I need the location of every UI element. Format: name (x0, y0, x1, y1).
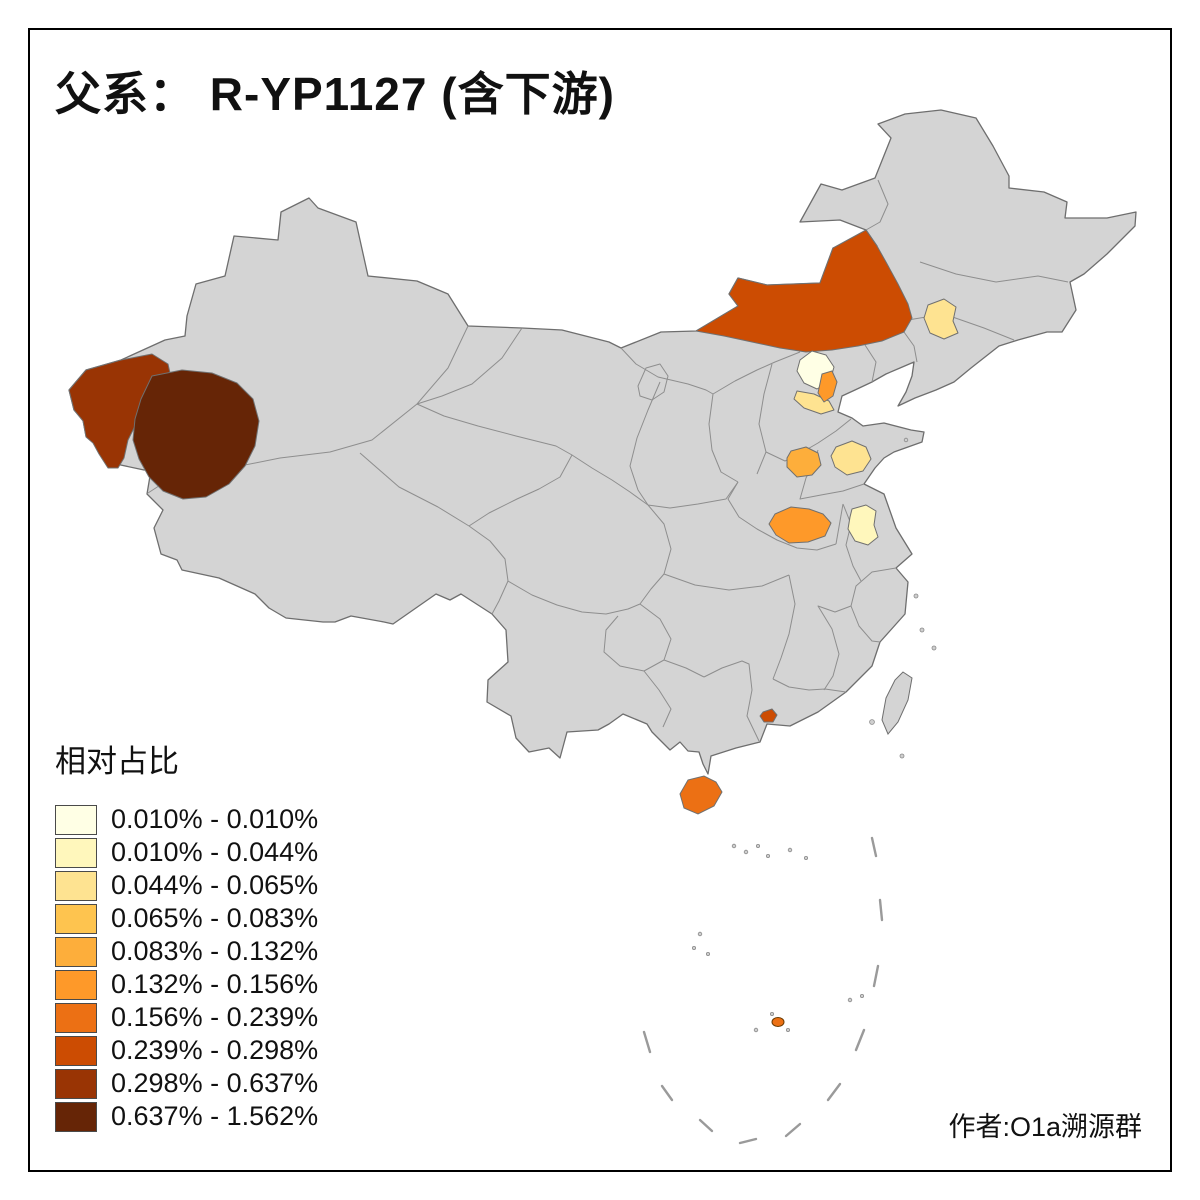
region-henan-north (786, 446, 822, 478)
legend-label: 0.044% - 0.065% (111, 870, 319, 900)
region-xinjiang-kashgar (68, 353, 173, 469)
legend-label: 0.065% - 0.083% (111, 903, 319, 933)
legend-swatch (55, 837, 97, 868)
credit-text: 作者:O1a溯源群 (948, 1112, 1142, 1142)
legend-item: 0.044% - 0.065% (55, 869, 318, 902)
region-inner-mongolia (695, 229, 913, 353)
legend-label: 0.637% - 1.562% (111, 1101, 319, 1131)
legend-rows: 0.010% - 0.010% 0.010% - 0.044% 0.044% -… (55, 803, 318, 1133)
legend-label: 0.010% - 0.010% (111, 804, 319, 834)
region-hainan (679, 775, 723, 815)
region-hebei-central (793, 390, 835, 415)
map-title: 父系： R-YP1127 (含下游) (55, 68, 615, 120)
legend-swatch (55, 1101, 97, 1132)
region-jiangsu-central (847, 504, 879, 546)
legend-swatch (55, 804, 97, 835)
legend-swatch (55, 870, 97, 901)
nine-dash-line (642, 836, 884, 1145)
legend-swatch (55, 903, 97, 934)
legend-item: 0.010% - 0.010% (55, 803, 318, 836)
legend-label: 0.010% - 0.044% (111, 837, 319, 867)
region-liaoning-west (923, 298, 959, 340)
region-anhui-northwest (768, 506, 832, 544)
legend-title: 相对占比 (55, 744, 179, 779)
legend-swatch (55, 969, 97, 1000)
legend-label: 0.083% - 0.132% (111, 936, 319, 966)
legend-swatch (55, 1035, 97, 1066)
legend-item: 0.010% - 0.044% (55, 836, 318, 869)
region-guangdong-pearl-delta (759, 708, 778, 723)
legend-label: 0.239% - 0.298% (111, 1035, 319, 1065)
legend-swatch (55, 1002, 97, 1033)
region-tianjin (817, 370, 838, 403)
legend-label: 0.298% - 0.637% (111, 1068, 319, 1098)
small-islands (692, 437, 937, 1033)
legend-item: 0.156% - 0.239% (55, 1001, 318, 1034)
legend-label: 0.132% - 0.156% (111, 969, 319, 999)
legend-item: 0.239% - 0.298% (55, 1034, 318, 1067)
plot-frame-border (28, 28, 1172, 1172)
legend-label: 0.156% - 0.239% (111, 1002, 319, 1032)
region-shandong-west (830, 440, 872, 476)
legend-swatch (55, 1068, 97, 1099)
colored-regions (68, 229, 959, 723)
legend-item: 0.083% - 0.132% (55, 935, 318, 968)
region-xinjiang-hotan (132, 369, 260, 500)
province-borders (147, 179, 1069, 742)
legend-item: 0.065% - 0.083% (55, 902, 318, 935)
legend-item: 0.298% - 0.637% (55, 1067, 318, 1100)
legend-item: 0.132% - 0.156% (55, 968, 318, 1001)
taiwan-island (881, 671, 913, 735)
legend-item: 0.637% - 1.562% (55, 1100, 318, 1133)
legend: 相对占比 0.010% - 0.010% 0.010% - 0.044% 0.0… (55, 736, 318, 1133)
legend-swatch (55, 936, 97, 967)
region-south-china-sea-island (771, 1017, 785, 1027)
